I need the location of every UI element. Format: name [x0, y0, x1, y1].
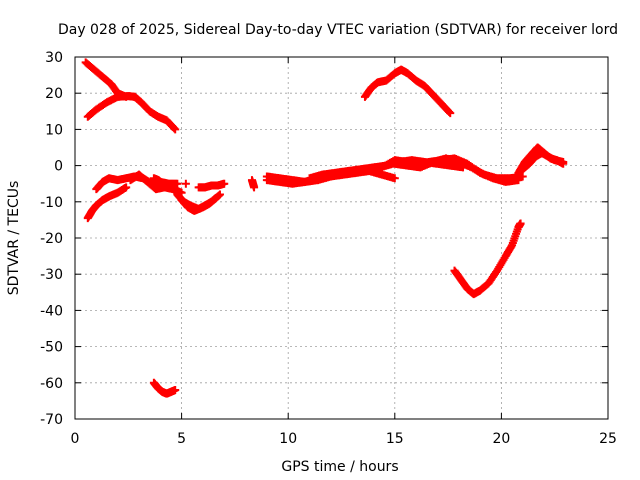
x-tick-label: 0: [71, 431, 80, 447]
data-points: [81, 58, 568, 398]
data-series: [83, 92, 139, 121]
data-point: [514, 176, 523, 185]
data-point: [211, 194, 220, 203]
data-series: [450, 219, 525, 299]
x-tick-label: 5: [177, 431, 186, 447]
data-series: [412, 154, 523, 186]
data-point: [559, 157, 568, 166]
x-tick-labels: 0 5 10 15 20 25: [71, 431, 617, 447]
data-series: [149, 378, 180, 398]
data-series: [126, 170, 186, 197]
data-series: [518, 148, 568, 174]
data-series: [130, 92, 180, 134]
data-point: [445, 107, 454, 116]
data-point: [220, 179, 229, 188]
data-series: [247, 176, 259, 192]
data-point: [181, 179, 190, 188]
y-tick-label: -30: [40, 267, 63, 283]
chart-title: Day 028 of 2025, Sidereal Day-to-day VTE…: [58, 22, 618, 38]
y-tick-label: -40: [40, 303, 63, 319]
x-axis-title: GPS time / hours: [281, 459, 398, 475]
y-tick-label: -60: [40, 376, 63, 392]
x-tick-label: 15: [386, 431, 404, 447]
grid-lines: [75, 57, 608, 419]
data-point: [390, 174, 399, 183]
axis-ticks: [74, 56, 609, 420]
y-tick-labels: 30 20 10 0 -10 -20 -30 -40 -50 -60 -70: [40, 50, 63, 428]
y-tick-label: -70: [40, 412, 63, 428]
data-point: [171, 125, 180, 134]
data-point: [156, 177, 165, 186]
data-series: [149, 174, 165, 186]
y-tick-label: -50: [40, 340, 63, 356]
y-tick-label: 30: [45, 50, 63, 66]
y-tick-label: -10: [40, 195, 63, 211]
data-series: [194, 179, 229, 192]
data-point: [518, 172, 527, 181]
data-point: [171, 386, 180, 395]
y-axis-title: SDTVAR / TECUs: [6, 181, 22, 296]
data-point: [446, 109, 455, 118]
data-point: [173, 179, 182, 188]
x-tick-label: 25: [599, 431, 617, 447]
data-point: [516, 219, 525, 228]
data-series: [360, 65, 455, 118]
data-point: [122, 183, 131, 192]
y-tick-label: 10: [45, 122, 63, 138]
x-tick-label: 20: [492, 431, 510, 447]
data-point: [215, 190, 224, 199]
data-series: [83, 183, 131, 223]
data-series: [181, 179, 190, 188]
data-point: [250, 183, 259, 192]
y-tick-label: 20: [45, 86, 63, 102]
x-tick-label: 10: [279, 431, 297, 447]
y-tick-label: -20: [40, 231, 63, 247]
data-point: [170, 124, 179, 133]
data-series: [177, 194, 220, 215]
y-tick-label: 0: [54, 159, 63, 175]
